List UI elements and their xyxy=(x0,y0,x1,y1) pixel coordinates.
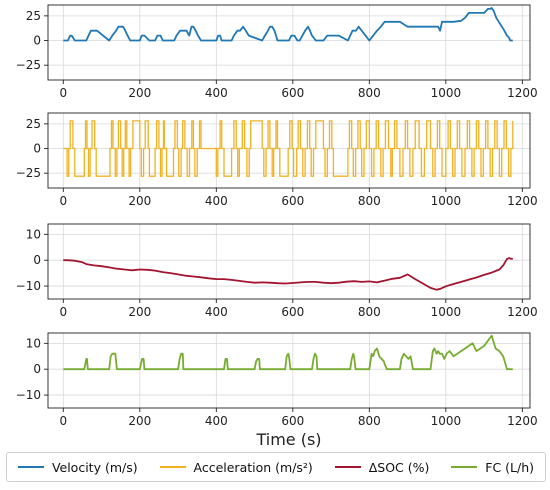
x-tick-label-velocity: 0 xyxy=(59,86,67,100)
y-tick-label-soc: −10 xyxy=(16,279,41,293)
y-tick-label-acceleration: 25 xyxy=(26,117,41,131)
y-tick-label-acceleration: −25 xyxy=(16,166,41,180)
x-tick-label-velocity: 600 xyxy=(281,86,304,100)
legend-swatch-fc xyxy=(451,466,478,468)
y-tick-label-fc: 0 xyxy=(33,362,41,376)
x-tick-label-fc: 1000 xyxy=(431,414,462,428)
legend-label-acceleration: Acceleration (m/s²) xyxy=(193,459,313,475)
x-tick-label-soc: 800 xyxy=(358,305,381,319)
x-tick-label-velocity: 200 xyxy=(128,86,151,100)
x-tick-label-fc: 0 xyxy=(59,414,67,428)
panel-acceleration: 25 0 −25 0 200 400 600 800 1000 1200 xyxy=(16,112,538,208)
legend-item-fc: FC (L/h) xyxy=(451,460,534,475)
axes-frame-acceleration xyxy=(47,112,531,189)
panel-velocity: 25 0 −25 0 200 400 600 800 1000 1200 xyxy=(16,4,538,100)
legend-label-fc: FC (L/h) xyxy=(485,459,535,475)
y-tick-label-acceleration: 0 xyxy=(33,142,41,156)
y-tick-label-soc: 0 xyxy=(33,253,41,267)
legend-swatch-acceleration xyxy=(159,466,186,468)
x-tick-label-acceleration: 0 xyxy=(59,194,67,208)
x-tick-label-fc: 1200 xyxy=(507,414,538,428)
axes-frame-soc xyxy=(47,223,531,300)
legend-swatch-soc xyxy=(334,466,361,468)
x-tick-label-fc: 200 xyxy=(128,414,151,428)
x-tick-label-soc: 1000 xyxy=(431,305,462,319)
x-tick-label-acceleration: 200 xyxy=(128,194,151,208)
x-tick-label-velocity: 400 xyxy=(205,86,228,100)
x-tick-label-acceleration: 600 xyxy=(281,194,304,208)
y-tick-label-velocity: 0 xyxy=(33,34,41,48)
legend-item-acceleration: Acceleration (m/s²) xyxy=(159,459,313,475)
x-tick-label-velocity: 1200 xyxy=(507,86,538,100)
y-tick-label-fc: 10 xyxy=(26,336,41,350)
y-tick-label-velocity: −25 xyxy=(16,58,41,72)
panel-soc: 10 0 −10 0 200 400 600 800 1000 1200 xyxy=(16,223,538,319)
x-tick-label-soc: 400 xyxy=(205,305,228,319)
x-axis-title: Time (s) xyxy=(255,430,321,449)
legend: Velocity (m/s) Acceleration (m/s²) ΔSOC … xyxy=(6,452,546,482)
legend-label-soc: ΔSOC (%) xyxy=(368,459,430,475)
x-tick-label-velocity: 1000 xyxy=(431,86,462,100)
x-tick-label-acceleration: 800 xyxy=(358,194,381,208)
axes-frame-fc xyxy=(47,332,531,409)
x-tick-label-acceleration: 1200 xyxy=(507,194,538,208)
x-tick-label-soc: 200 xyxy=(128,305,151,319)
series-line-soc xyxy=(63,257,513,291)
y-tick-label-fc: −10 xyxy=(16,388,41,402)
legend-label-velocity: Velocity (m/s) xyxy=(51,459,138,475)
axes-frame-velocity xyxy=(47,4,531,81)
x-tick-label-soc: 1200 xyxy=(507,305,538,319)
legend-item-soc: ΔSOC (%) xyxy=(334,459,430,475)
x-tick-label-fc: 800 xyxy=(358,414,381,428)
x-tick-label-fc: 400 xyxy=(205,414,228,428)
x-tick-label-acceleration: 1000 xyxy=(431,194,462,208)
y-tick-label-soc: 10 xyxy=(26,227,41,241)
legend-item-velocity: Velocity (m/s) xyxy=(17,459,138,475)
series-line-velocity xyxy=(63,7,513,42)
x-tick-label-soc: 0 xyxy=(59,305,67,319)
x-tick-label-fc: 600 xyxy=(281,414,304,428)
x-tick-label-velocity: 800 xyxy=(358,86,381,100)
panel-fc: 10 0 −10 0 200 400 600 800 1000 1200 xyxy=(16,332,538,428)
series-line-fc xyxy=(63,334,513,371)
legend-swatch-velocity xyxy=(17,466,44,468)
x-tick-label-soc: 600 xyxy=(281,305,304,319)
x-tick-label-acceleration: 400 xyxy=(205,194,228,208)
y-tick-label-velocity: 25 xyxy=(26,9,41,23)
series-line-acceleration xyxy=(63,120,514,177)
